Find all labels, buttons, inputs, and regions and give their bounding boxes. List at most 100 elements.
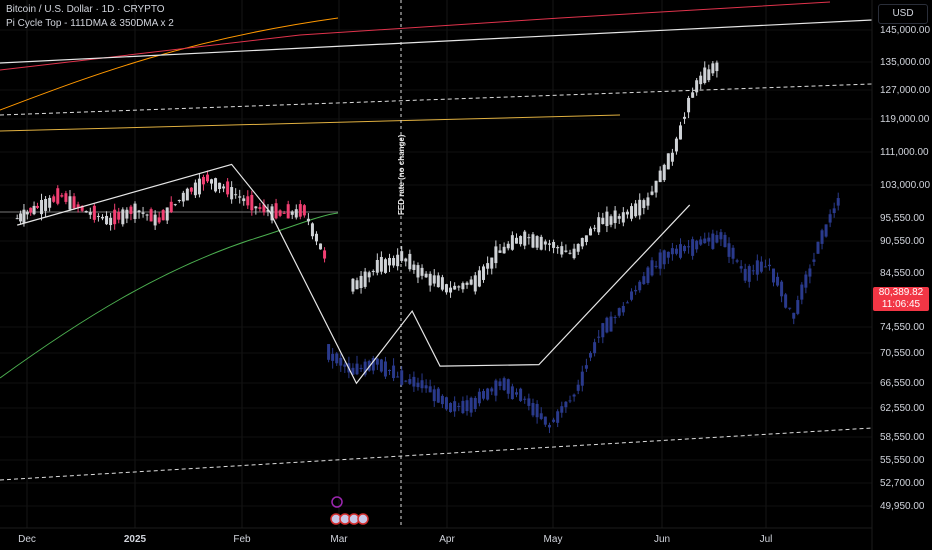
candle-body — [432, 275, 436, 284]
candle-body — [230, 187, 234, 200]
candle-body — [449, 403, 453, 413]
candle-body — [589, 228, 593, 236]
candle-body — [125, 209, 129, 219]
candle-body — [404, 380, 408, 382]
candle-body — [290, 211, 294, 215]
candle-body — [486, 263, 490, 269]
candle-body — [396, 254, 400, 267]
candle-body — [88, 212, 92, 215]
candle-body — [363, 271, 367, 287]
candle-body — [514, 237, 518, 244]
candle-body — [691, 92, 695, 98]
candle-body — [490, 388, 494, 392]
candle-body — [76, 204, 80, 208]
candle-body — [80, 206, 84, 211]
candle-body — [383, 361, 387, 377]
candle-body — [715, 235, 719, 243]
candle-body — [642, 200, 646, 209]
candle-body — [719, 232, 723, 240]
candle-body — [302, 205, 306, 216]
candle-body — [796, 300, 800, 314]
candle-body — [177, 199, 181, 201]
candle-body — [654, 265, 658, 267]
pattern-line — [269, 204, 691, 385]
candle-body — [367, 272, 371, 278]
candle-body — [100, 216, 104, 219]
candle-body — [646, 197, 650, 206]
candle-body — [482, 266, 486, 280]
currency-button[interactable]: USD — [878, 4, 928, 24]
candle-body — [707, 237, 711, 242]
candle-body — [294, 209, 298, 218]
candle-body — [527, 398, 531, 406]
candle-body — [605, 317, 609, 333]
candle-body — [400, 370, 404, 385]
candle-body — [234, 194, 238, 196]
candle-body — [29, 207, 33, 213]
candle-body — [117, 212, 121, 220]
chart-grid — [0, 0, 872, 528]
candle-body — [482, 391, 486, 399]
candle-body — [392, 365, 396, 379]
candle-body — [539, 413, 543, 419]
candle-body — [800, 284, 804, 300]
candle-body — [68, 196, 72, 210]
candle-body — [242, 198, 246, 202]
candle-body — [375, 259, 379, 273]
candle-body — [494, 246, 498, 264]
candle-body — [605, 211, 609, 227]
y-tick-label: 127,000.00 — [880, 85, 930, 96]
candle-body — [420, 267, 424, 276]
candle-body — [52, 196, 56, 202]
candle-body — [461, 283, 465, 290]
candle-body — [498, 381, 502, 386]
candle-body — [404, 258, 408, 262]
candle-body — [572, 248, 576, 259]
candle-body — [157, 217, 161, 223]
candle-body — [535, 236, 539, 248]
x-tick-label: 2025 — [124, 534, 147, 545]
candle-body — [695, 240, 699, 250]
candle-body — [343, 364, 347, 367]
y-tick-label: 90,550.00 — [880, 236, 925, 247]
candle-body — [286, 204, 290, 219]
candle-body — [222, 186, 226, 189]
candle-body — [449, 287, 453, 293]
candle-body — [40, 200, 44, 215]
candle-body — [173, 204, 177, 206]
candle-body — [440, 277, 444, 290]
candle-body — [678, 244, 682, 258]
candle-body — [161, 210, 165, 221]
candle-body — [282, 212, 286, 214]
y-tick-label: 103,000.00 — [880, 180, 930, 191]
candle-body — [246, 196, 250, 206]
last-price-badge: 80,389.82 11:06:45 — [873, 287, 929, 311]
candle-body — [630, 206, 634, 219]
fed-annotation: FED rate (no change) — [397, 134, 406, 215]
candle-body — [617, 308, 621, 316]
candle-body — [498, 250, 502, 253]
candle-body — [589, 352, 593, 358]
x-tick-label: Apr — [439, 534, 455, 545]
candle-body — [678, 125, 682, 140]
x-tick-label: May — [544, 534, 563, 545]
dashed-support-line — [0, 427, 873, 481]
candle-body — [642, 276, 646, 285]
candle-body — [531, 234, 535, 248]
candle-body — [523, 231, 527, 246]
candle-body — [584, 365, 588, 369]
dashed-resistance-line — [0, 83, 873, 116]
candle-body — [323, 250, 327, 259]
y-tick-label: 70,550.00 — [880, 348, 925, 359]
candle-body — [552, 242, 556, 248]
candle-body — [473, 397, 477, 409]
candle-body — [621, 212, 625, 223]
candle-body — [543, 241, 547, 245]
candle-body — [197, 178, 201, 195]
candle-body — [185, 188, 189, 201]
candle-body — [547, 424, 551, 428]
candle-body — [444, 284, 448, 293]
candle-body — [593, 342, 597, 354]
candle-body — [580, 237, 584, 247]
